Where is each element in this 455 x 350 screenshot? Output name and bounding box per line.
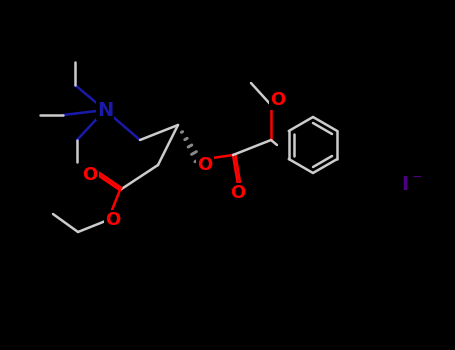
Text: I: I xyxy=(401,175,409,195)
Text: O: O xyxy=(197,156,212,174)
Text: O: O xyxy=(230,184,246,202)
Text: N: N xyxy=(97,100,113,119)
Text: O: O xyxy=(82,166,98,184)
Text: −: − xyxy=(412,170,422,183)
Text: O: O xyxy=(270,91,286,109)
Text: O: O xyxy=(106,211,121,229)
